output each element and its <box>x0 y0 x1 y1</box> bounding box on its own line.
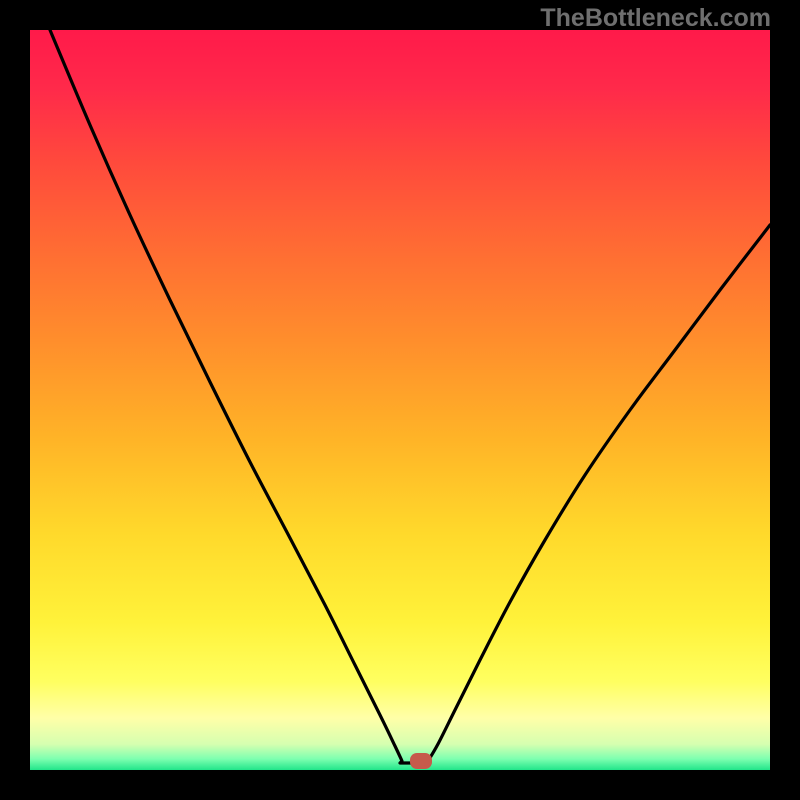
bottleneck-curve <box>30 30 770 770</box>
watermark-text: TheBottleneck.com <box>540 4 771 33</box>
optimal-point-marker <box>410 753 432 769</box>
plot-area <box>30 30 770 770</box>
v-curve-path <box>50 30 770 763</box>
